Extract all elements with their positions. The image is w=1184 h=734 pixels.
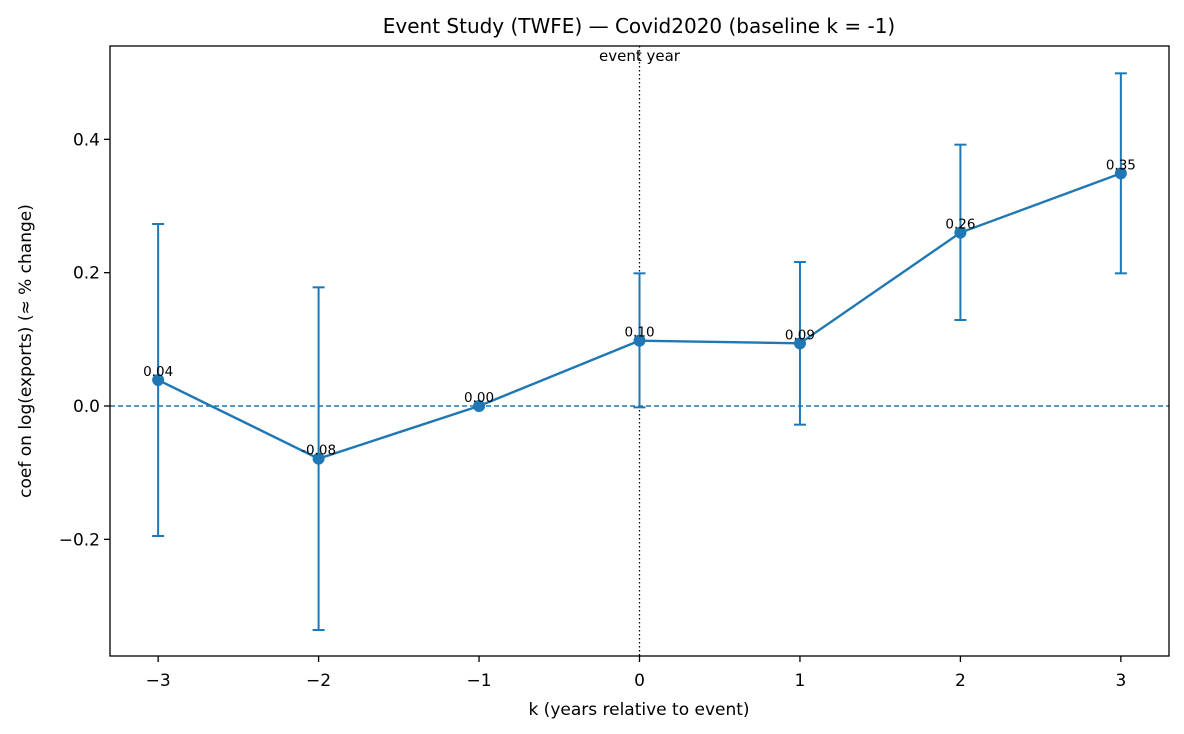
data-label: 0.10 bbox=[624, 325, 654, 341]
y-axis-label: coef on log(exports) (≈ % change) bbox=[16, 204, 36, 498]
y-tick-label: 0.4 bbox=[73, 130, 100, 150]
x-tick-label: −3 bbox=[146, 671, 171, 691]
x-tick-label: 2 bbox=[955, 671, 966, 691]
data-label: 0.00 bbox=[464, 390, 494, 406]
x-tick-label: 3 bbox=[1115, 671, 1126, 691]
y-tick-label: 0.0 bbox=[73, 397, 100, 417]
data-point bbox=[152, 374, 165, 386]
y-axis: −0.2 0.0 0.2 0.4 bbox=[59, 130, 110, 550]
x-axis: −3 −2 −1 0 1 2 3 bbox=[146, 656, 1126, 691]
data-point bbox=[312, 452, 325, 465]
data-label: -0.08 bbox=[301, 443, 336, 459]
data-point bbox=[633, 334, 646, 347]
chart-title: Event Study (TWFE) — Covid2020 (baseline… bbox=[383, 14, 895, 38]
data-point bbox=[793, 337, 806, 350]
data-label: 0.04 bbox=[143, 364, 173, 380]
plot-area: event year 0.04 -0.08 0.00 0.10 0.09 0.26 0.35 bbox=[110, 46, 1169, 656]
data-label: 0.26 bbox=[945, 217, 975, 233]
x-tick-label: −1 bbox=[467, 671, 492, 691]
event-year-label: event year bbox=[599, 47, 681, 65]
y-tick-label: −0.2 bbox=[59, 530, 100, 550]
y-tick-label: 0.2 bbox=[73, 264, 100, 284]
x-tick-label: −2 bbox=[306, 671, 331, 691]
x-tick-label: 0 bbox=[634, 671, 645, 691]
data-label: 0.35 bbox=[1106, 157, 1136, 173]
data-point bbox=[1114, 167, 1127, 180]
data-label: 0.09 bbox=[785, 327, 815, 343]
data-point bbox=[473, 400, 486, 412]
x-tick-label: 1 bbox=[795, 671, 806, 691]
x-axis-label: k (years relative to event) bbox=[528, 700, 749, 720]
data-point bbox=[954, 226, 967, 239]
